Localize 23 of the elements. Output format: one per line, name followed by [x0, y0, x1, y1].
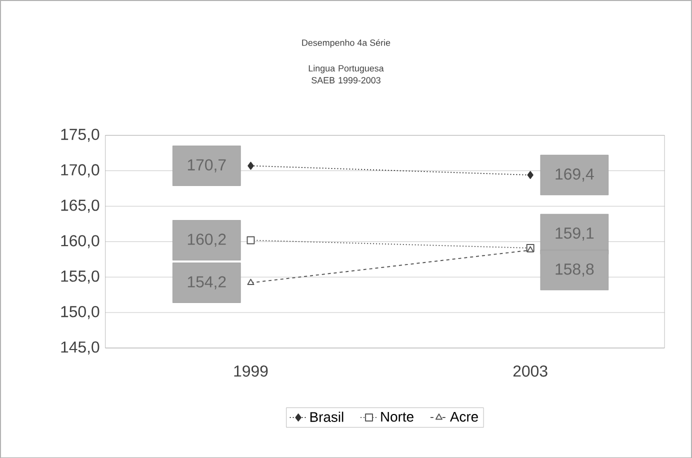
- point: [248, 162, 254, 170]
- legend-label: Acre: [450, 412, 478, 422]
- y-tick-label: 175,0: [61, 128, 100, 142]
- legend-label: Brasil: [310, 412, 344, 422]
- data-label: 170,7: [188, 159, 226, 172]
- y-tick-label: 155,0: [61, 270, 100, 284]
- y-tick-label: 165,0: [61, 199, 100, 213]
- chart-title: Desempenho 4a Série: [302, 39, 390, 48]
- point: [246, 236, 255, 244]
- data-label: 158,8: [556, 263, 594, 276]
- y-tick-label: 145,0: [61, 341, 100, 354]
- x-tick-label: 2003: [513, 365, 548, 377]
- data-label: 169,4: [556, 168, 594, 182]
- chart-subtitle: Lingua Portuguesa SAEB 1999-2003: [308, 64, 384, 84]
- data-label: 159,1: [556, 227, 594, 241]
- legend-label: Norte: [381, 412, 414, 422]
- data-label: 154,2: [188, 276, 226, 290]
- point: [527, 170, 534, 179]
- y-tick-label: 170,0: [61, 164, 100, 178]
- y-tick-label: 150,0: [61, 306, 100, 319]
- x-tick-label: 1999: [234, 365, 268, 377]
- y-tick-label: 160,0: [61, 234, 100, 248]
- data-label: 160,2: [188, 234, 226, 247]
